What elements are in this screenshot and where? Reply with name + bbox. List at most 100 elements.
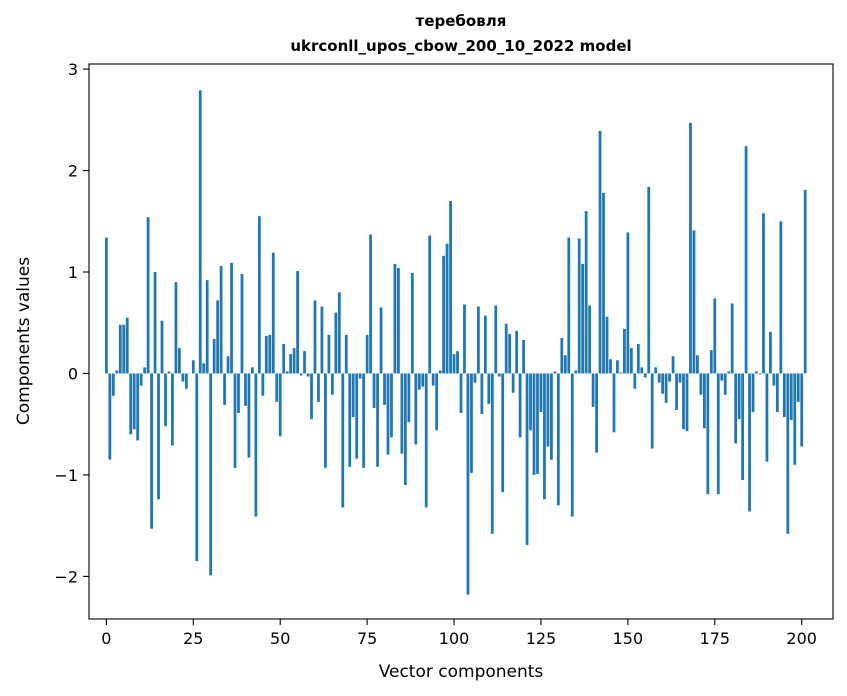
- y-tick-label: 0: [68, 364, 78, 383]
- bar: [205, 280, 209, 374]
- bar: [504, 323, 508, 374]
- bar: [741, 373, 744, 480]
- bar: [202, 363, 206, 374]
- bar: [400, 373, 404, 454]
- bar: [216, 300, 220, 374]
- bar: [351, 373, 355, 418]
- y-axis-ticks: −2 −1 0 1 2 3: [54, 60, 89, 586]
- bar: [539, 373, 543, 413]
- bar: [483, 315, 487, 374]
- bar: [268, 334, 272, 374]
- x-axis-label: Vector components: [379, 662, 544, 682]
- bar: [525, 373, 529, 545]
- bar: [438, 370, 442, 374]
- bar: [424, 373, 428, 508]
- bar: [626, 232, 630, 374]
- bar: [150, 373, 153, 529]
- bar: [313, 300, 317, 374]
- bar: [616, 360, 619, 374]
- bar: [303, 351, 306, 374]
- bar: [581, 263, 585, 374]
- bar: [369, 234, 372, 374]
- bar: [546, 373, 550, 447]
- bar: [372, 373, 376, 408]
- bar: [410, 273, 414, 374]
- bar: [324, 373, 327, 468]
- bar: [685, 373, 689, 432]
- bar: [292, 348, 296, 374]
- bar: [442, 255, 446, 374]
- bar: [337, 292, 341, 374]
- bar: [306, 373, 310, 377]
- chart-title-line1: теребовля: [416, 12, 507, 30]
- bar: [675, 373, 678, 410]
- bar: [143, 367, 147, 374]
- bar: [129, 373, 133, 435]
- bar: [407, 373, 411, 423]
- bar: [518, 373, 522, 438]
- bar: [174, 282, 178, 374]
- bar: [362, 373, 366, 468]
- bar: [556, 373, 560, 506]
- bar: [108, 373, 112, 460]
- bar: [508, 333, 512, 374]
- bar: [476, 306, 480, 374]
- bar: [706, 373, 710, 495]
- bar: [118, 324, 122, 374]
- bar: [125, 317, 129, 374]
- bar: [254, 373, 258, 517]
- bar: [414, 373, 418, 445]
- bar: [550, 373, 553, 460]
- y-tick-label: 3: [68, 60, 78, 79]
- x-tick-label: 25: [183, 629, 203, 648]
- bar: [532, 373, 536, 475]
- bar: [403, 373, 407, 486]
- bar: [132, 373, 136, 430]
- bar: [393, 263, 397, 374]
- bar: [171, 373, 174, 446]
- bar: [664, 373, 668, 403]
- bar: [678, 373, 682, 383]
- bar: [636, 344, 640, 374]
- bar: [609, 359, 612, 374]
- bar: [560, 337, 564, 374]
- bar: [376, 373, 379, 467]
- bar: [428, 235, 432, 374]
- bar: [261, 373, 265, 396]
- bar: [456, 351, 459, 374]
- bar: [397, 267, 400, 374]
- bar: [682, 373, 685, 430]
- bar: [417, 373, 421, 390]
- bar: [775, 373, 779, 413]
- x-tick-label: 175: [700, 629, 731, 648]
- bar: [341, 373, 345, 508]
- bar: [602, 192, 605, 374]
- bar: [209, 373, 213, 576]
- bar: [184, 373, 188, 389]
- bar: [358, 373, 362, 379]
- bar: [296, 270, 299, 374]
- bar: [275, 373, 279, 402]
- x-axis-ticks: 0 25 50 75 100 125 150 175 200: [101, 619, 817, 648]
- bar: [755, 371, 758, 374]
- bar: [383, 373, 386, 405]
- bar: [570, 373, 574, 517]
- bar: [803, 189, 807, 374]
- bar: [800, 373, 804, 447]
- bar: [251, 367, 254, 374]
- x-tick-label: 125: [526, 629, 557, 648]
- plot-frame: [88, 63, 834, 620]
- bar: [623, 328, 626, 374]
- bar: [157, 373, 160, 500]
- bar: [633, 373, 637, 389]
- bar: [789, 373, 793, 421]
- bar: [543, 373, 546, 500]
- bar: [772, 373, 776, 386]
- bar: [758, 373, 762, 375]
- bar: [490, 373, 494, 534]
- bar: [734, 373, 738, 444]
- bar: [111, 373, 115, 396]
- bar: [431, 373, 435, 386]
